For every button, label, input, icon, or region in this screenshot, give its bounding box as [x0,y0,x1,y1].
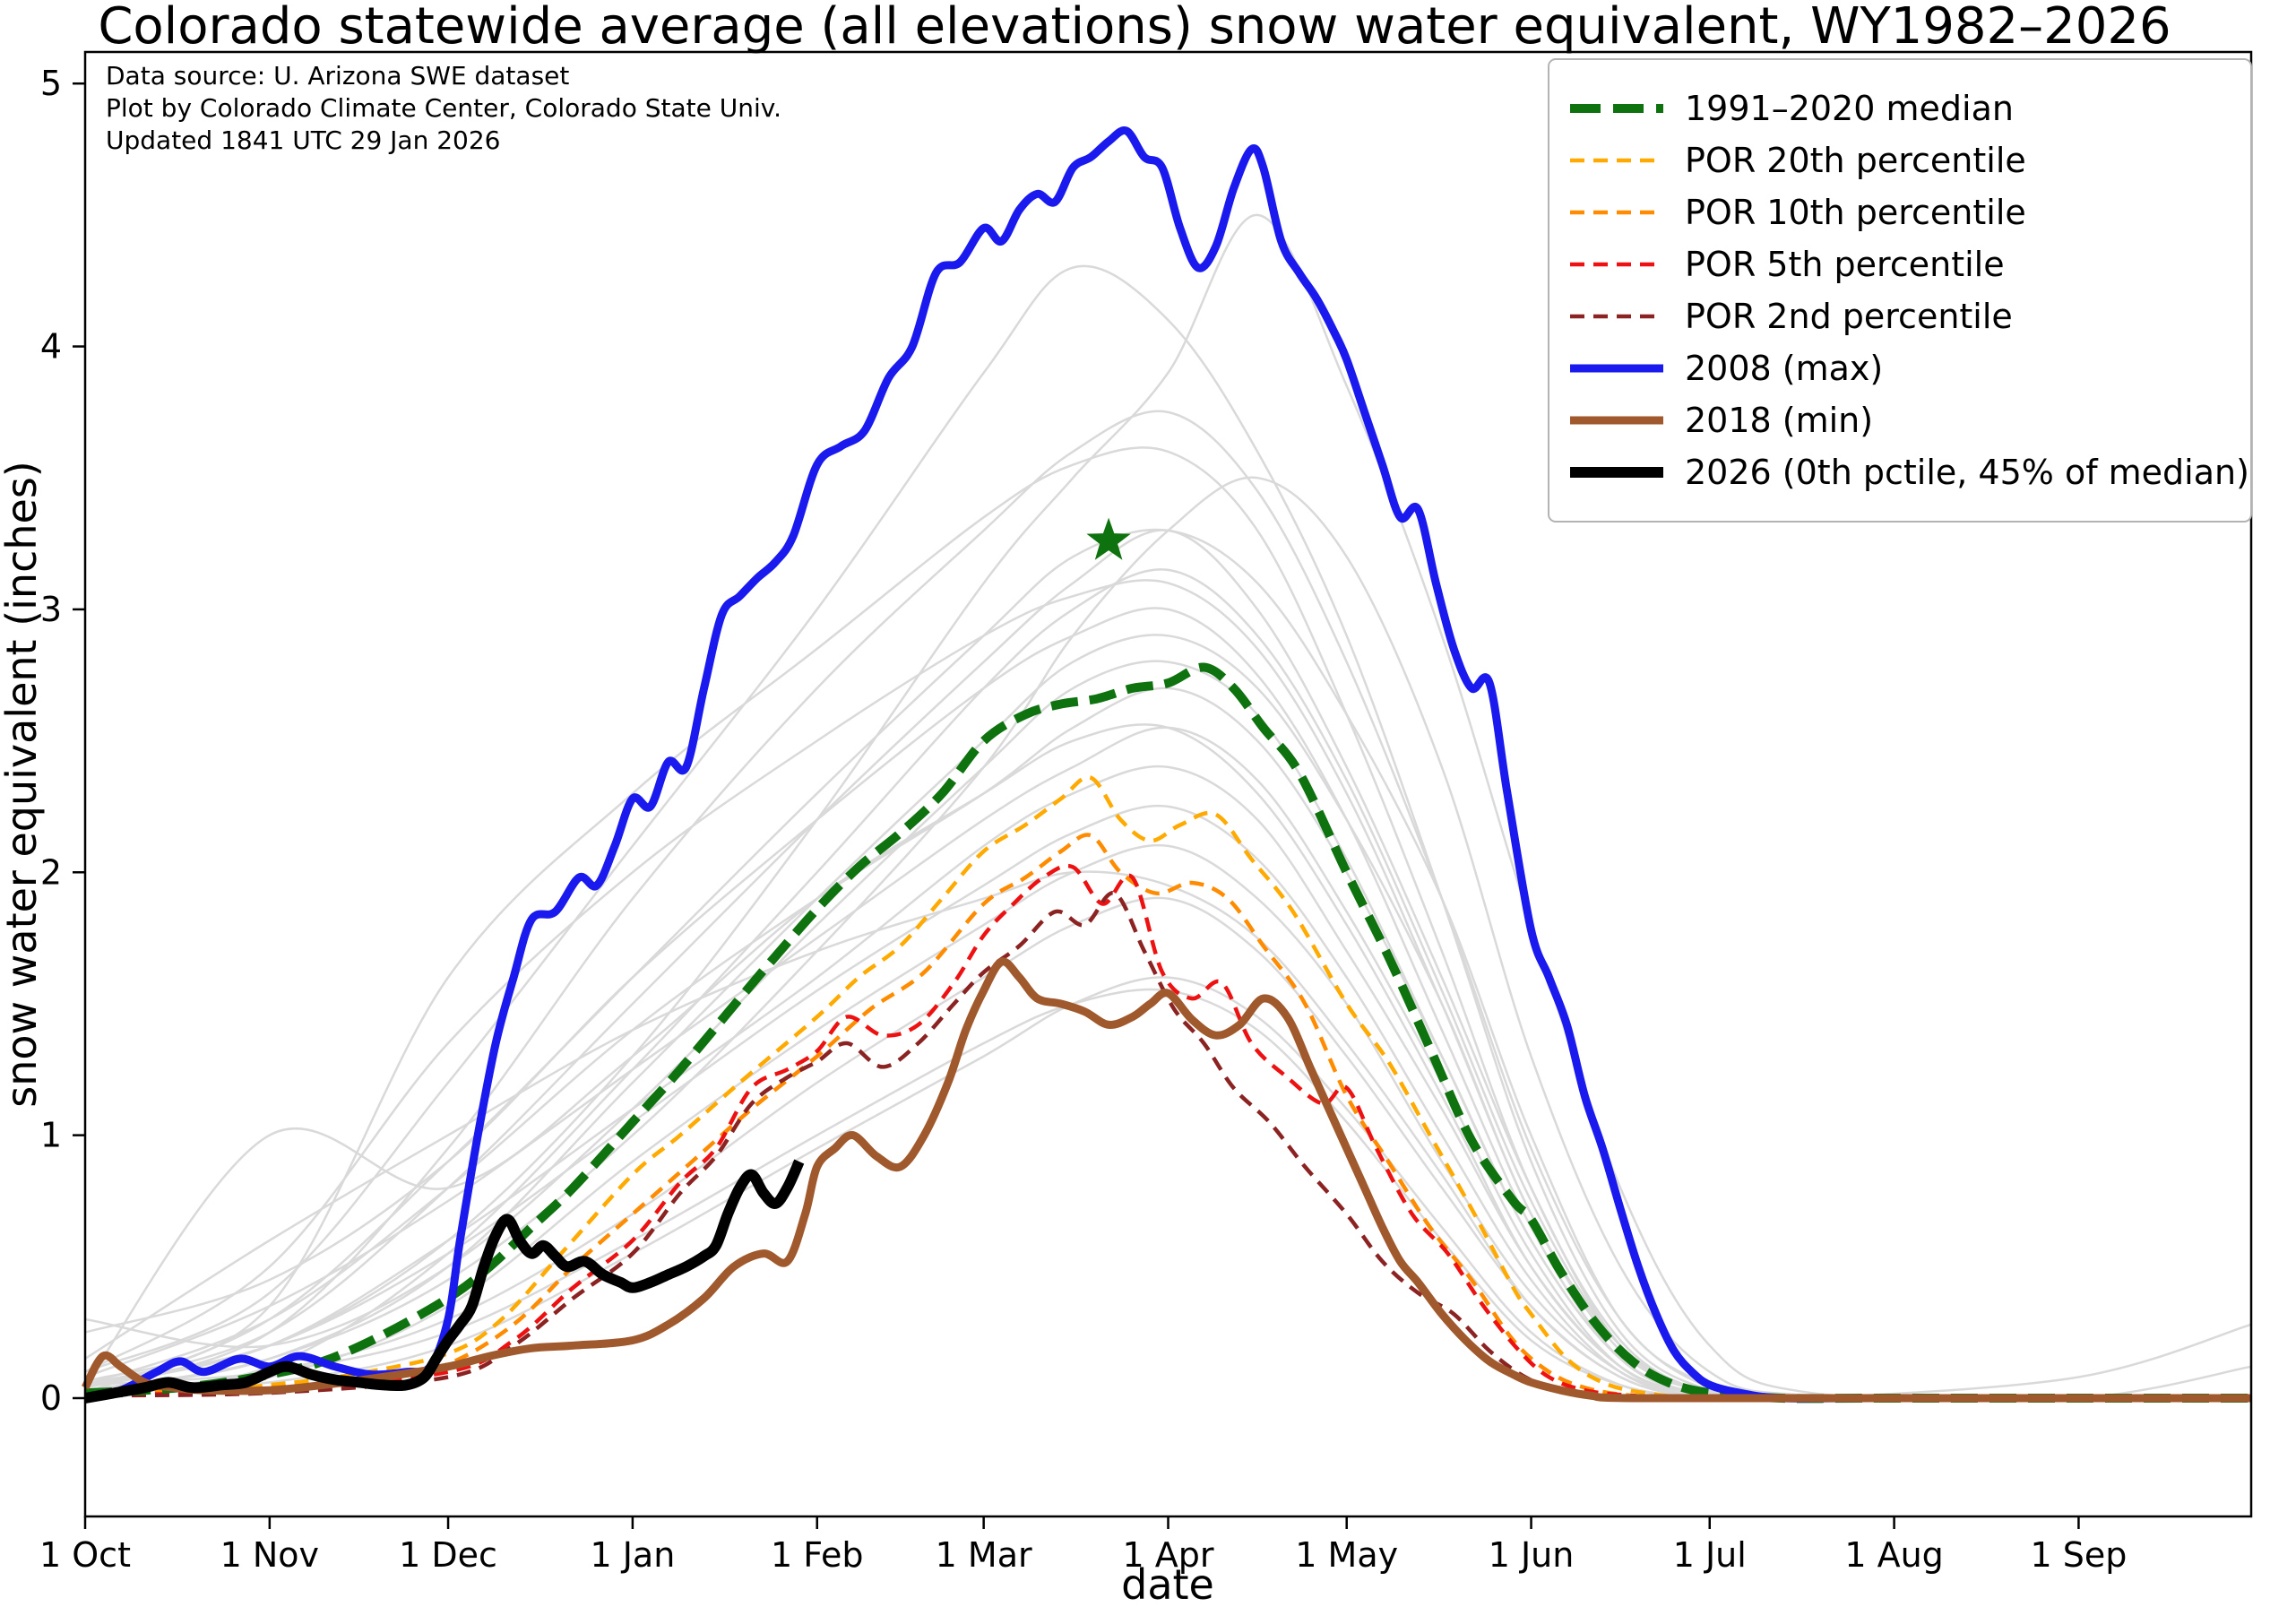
series-line-p5 [84,863,2252,1401]
background-year-line [84,870,2251,1401]
annotation-plot-credit: Plot by Colorado Climate Center, Colorad… [106,93,781,123]
series-line-y2026 [83,1159,805,1404]
chart-title: Colorado statewide average (all elevatio… [98,0,2171,56]
legend-label-y2018: 2018 (min) [1685,401,1873,440]
x-tick-label: 1 Mar [936,1535,1032,1575]
median-peak-marker [1086,517,1131,560]
median-peak-star [1086,517,1131,560]
background-year-line [84,446,2251,1400]
background-year-line [84,764,2251,1400]
chart-legend: 1991–2020 median POR 20th percentile POR 1… [1548,58,2252,523]
series-line-y2018 [81,957,2251,1403]
x-tick-label: 1 Jul [1673,1535,1747,1575]
x-tick-label: 1 May [1295,1535,1398,1575]
x-tick-label: 1 Aug [1844,1535,1943,1575]
x-tick-label: 1 Apr [1123,1535,1214,1575]
background-year-line [84,660,2252,1402]
y-tick-label: 3 [40,590,62,629]
axes-frame-and-ticks: 1 Oct 1 Nov 1 Dec 1 Jan 1 Feb 1 Mar 1 Apr 1 May… [39,50,2253,1575]
background-year-line [84,410,2251,1401]
series-line-p10 [84,833,2252,1401]
legend-label-p5: POR 5th percentile [1685,245,2005,284]
y-tick-label: 5 [40,64,62,103]
background-year-line [84,476,2252,1400]
y-tick-label: 0 [40,1378,62,1418]
background-year-line [84,726,2251,1400]
series-line-median [84,662,2251,1404]
y-tick-label: 4 [40,327,62,367]
y-tick-label: 2 [40,852,62,892]
series-line-p20 [84,774,2251,1401]
background-year-line [84,804,2251,1402]
background-year-line [84,568,2251,1400]
legend-label-median: 1991–2020 median [1685,89,2014,128]
y-axis-label: snow water equivalent (inches) [0,461,46,1107]
x-tick-label: 1 Jan [590,1535,675,1575]
background-year-line [84,843,2251,1402]
annotation-updated: Updated 1841 UTC 29 Jan 2026 [106,125,501,155]
background-year-line [84,213,2252,1400]
x-tick-label: 1 Sep [2030,1535,2127,1575]
annotation-data-source: Data source: U. Arizona SWE dataset [106,61,569,91]
x-tick-label: 1 Nov [220,1535,319,1575]
legend-label-p20: POR 20th percentile [1685,141,2026,180]
x-tick-label: 1 Feb [771,1535,864,1575]
x-tick-label: 1 Dec [399,1535,497,1575]
series-line-p2 [84,891,2252,1401]
x-tick-label: 1 Oct [39,1535,131,1575]
legend-label-p10: POR 10th percentile [1685,193,2026,232]
highlight-series-lines [81,126,2252,1404]
y-tick-label: 1 [40,1116,62,1155]
x-axis-label: date [1121,1560,1214,1609]
legend-label-p2: POR 2nd percentile [1685,297,2013,336]
legend-box [1548,58,2252,523]
background-year-line [83,723,2251,1400]
background-year-line [84,264,2251,1400]
legend-label-y2008: 2008 (max) [1685,349,1883,388]
series-line-y2008 [84,126,2251,1403]
legend-label-y2026: 2026 (0th pctile, 45% of median) [1685,453,2249,492]
x-tick-label: 1 Jun [1489,1535,1575,1575]
